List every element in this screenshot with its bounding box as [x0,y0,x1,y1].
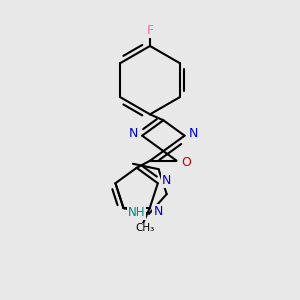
Text: N: N [189,127,198,140]
Text: O: O [181,156,191,169]
Text: CH₃: CH₃ [135,224,154,233]
Text: NH: NH [128,206,146,219]
Text: N: N [129,127,139,140]
Text: N: N [153,205,163,218]
Text: F: F [146,24,154,37]
Text: N: N [162,174,171,188]
